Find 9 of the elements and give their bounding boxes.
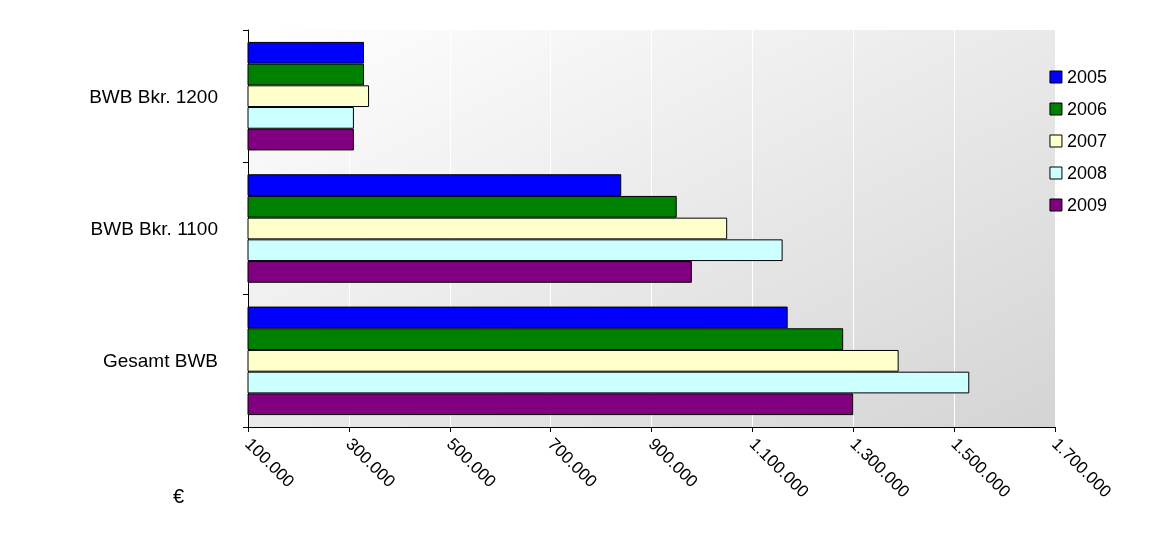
x-axis-title: € (173, 485, 185, 507)
legend-label: 2008 (1066, 163, 1107, 183)
legend-label: 2005 (1066, 67, 1107, 87)
legend-label: 2007 (1066, 131, 1107, 151)
legend-label: 2009 (1066, 195, 1107, 215)
y-tick-label: Gesamt BWB (102, 350, 218, 372)
y-tick-label: BWB Bkr. 1200 (89, 85, 218, 107)
y-tick-label: BWB Bkr. 1100 (90, 218, 218, 239)
legend-label: 2006 (1066, 99, 1107, 119)
